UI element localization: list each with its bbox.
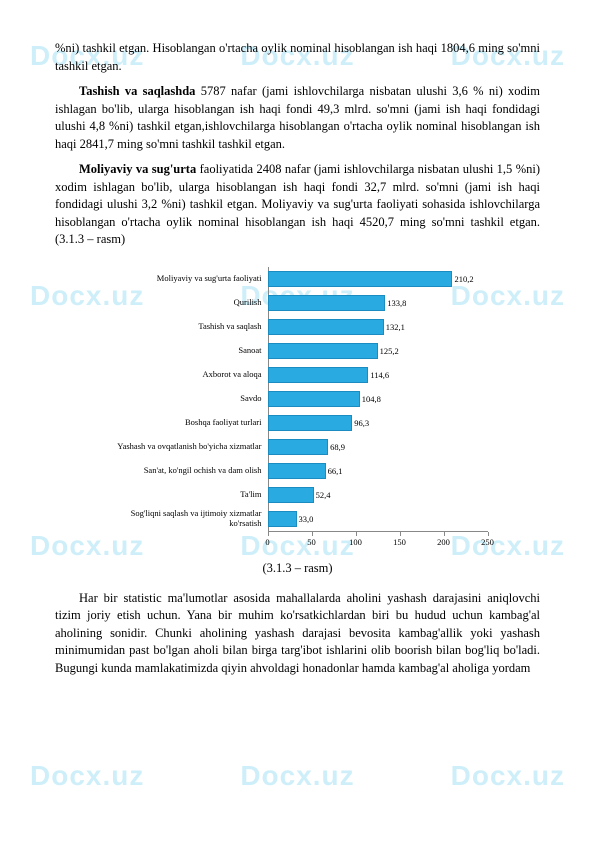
para3-bold: Moliyaviy va sug'urta [79, 162, 196, 176]
chart-category-label: Savdo [108, 394, 268, 403]
para1-text: %ni) tashkil etgan. Hisoblangan o'rtacha… [55, 41, 540, 73]
chart-value-label: 33,0 [299, 514, 314, 524]
chart-category-label: Boshqa faoliyat turlari [108, 418, 268, 427]
x-tick-label: 0 [265, 537, 269, 547]
paragraph-1: %ni) tashkil etgan. Hisoblangan o'rtacha… [55, 40, 540, 75]
chart-category-label: Tashish va saqlash [108, 322, 268, 331]
x-tick [400, 532, 401, 536]
x-tick-label: 150 [393, 537, 406, 547]
x-tick [312, 532, 313, 536]
chart-bar: 210,2 [268, 271, 453, 287]
chart-bar: 125,2 [268, 343, 378, 359]
chart-value-label: 125,2 [380, 346, 399, 356]
chart-bars: Moliyaviy va sug'urta faoliyati210,2Quri… [108, 267, 488, 531]
watermark: Docx.uz [240, 760, 354, 792]
chart-caption: (3.1.3 – rasm) [55, 561, 540, 576]
chart-row: Axborot va aloqa114,6 [108, 363, 488, 387]
x-tick-label: 250 [481, 537, 494, 547]
chart-bar-area: 114,6 [268, 363, 488, 387]
chart-value-label: 66,1 [328, 466, 343, 476]
chart-value-label: 104,8 [362, 394, 381, 404]
chart-row: Boshqa faoliyat turlari96,3 [108, 411, 488, 435]
chart-category-label: Sog'liqni saqlash va ijtimoiy xizmatlar … [108, 509, 268, 528]
chart-bar-area: 68,9 [268, 435, 488, 459]
paragraph-4: Har bir statistic ma'lumotlar asosida ma… [55, 590, 540, 678]
x-tick [356, 532, 357, 536]
chart-row: Tashish va saqlash132,1 [108, 315, 488, 339]
chart-category-label: Ta'lim [108, 490, 268, 499]
x-tick [268, 532, 269, 536]
chart-bar: 133,8 [268, 295, 386, 311]
chart-bar-area: 133,8 [268, 291, 488, 315]
chart-row: Savdo104,8 [108, 387, 488, 411]
watermark-row-4: Docx.uz Docx.uz Docx.uz [0, 760, 595, 792]
x-tick-label: 200 [437, 537, 450, 547]
x-tick [488, 532, 489, 536]
chart-category-label: San'at, ko'ngil ochish va dam olish [108, 466, 268, 475]
chart-bar: 52,4 [268, 487, 314, 503]
x-axis: 050100150200250 [268, 531, 488, 551]
chart-x-axis: 050100150200250 [108, 531, 488, 551]
chart-category-label: Sanoat [108, 346, 268, 355]
paragraph-2: Tashish va saqlashda 5787 nafar (jami is… [55, 83, 540, 153]
chart-bar-area: 52,4 [268, 483, 488, 507]
chart-container: Moliyaviy va sug'urta faoliyati210,2Quri… [55, 267, 540, 551]
chart-bar: 96,3 [268, 415, 353, 431]
chart-row: Sog'liqni saqlash va ijtimoiy xizmatlar … [108, 507, 488, 531]
watermark: Docx.uz [451, 760, 565, 792]
page-content: %ni) tashkil etgan. Hisoblangan o'rtacha… [0, 0, 595, 715]
chart-bar-area: 125,2 [268, 339, 488, 363]
paragraph-3: Moliyaviy va sug'urta faoliyatida 2408 n… [55, 161, 540, 249]
watermark: Docx.uz [30, 760, 144, 792]
chart-row: Ta'lim52,4 [108, 483, 488, 507]
chart-value-label: 52,4 [316, 490, 331, 500]
chart-bar: 68,9 [268, 439, 329, 455]
chart-row: Moliyaviy va sug'urta faoliyati210,2 [108, 267, 488, 291]
chart-bar: 33,0 [268, 511, 297, 527]
chart-value-label: 210,2 [454, 274, 473, 284]
chart-category-label: Moliyaviy va sug'urta faoliyati [108, 274, 268, 283]
chart-value-label: 132,1 [386, 322, 405, 332]
x-tick [444, 532, 445, 536]
chart-category-label: Yashash va ovqatlanish bo'yicha xizmatla… [108, 442, 268, 451]
chart-bar: 104,8 [268, 391, 360, 407]
chart-value-label: 68,9 [330, 442, 345, 452]
chart-bar-area: 104,8 [268, 387, 488, 411]
chart-row: Yashash va ovqatlanish bo'yicha xizmatla… [108, 435, 488, 459]
chart-bar-area: 132,1 [268, 315, 488, 339]
chart-category-label: Qurilish [108, 298, 268, 307]
chart-category-label: Axborot va aloqa [108, 370, 268, 379]
chart-bar: 114,6 [268, 367, 369, 383]
chart-bar: 132,1 [268, 319, 384, 335]
chart-value-label: 96,3 [354, 418, 369, 428]
chart-row: San'at, ko'ngil ochish va dam olish66,1 [108, 459, 488, 483]
chart-bar: 66,1 [268, 463, 326, 479]
chart-value-label: 133,8 [387, 298, 406, 308]
axis-spacer [108, 531, 268, 551]
x-tick-label: 100 [349, 537, 362, 547]
chart-row: Qurilish133,8 [108, 291, 488, 315]
para2-bold: Tashish va saqlashda [79, 84, 195, 98]
chart-bar-area: 96,3 [268, 411, 488, 435]
chart-value-label: 114,6 [370, 370, 389, 380]
x-tick-label: 50 [307, 537, 316, 547]
para4-text: Har bir statistic ma'lumotlar asosida ma… [55, 591, 540, 675]
chart-bar-area: 66,1 [268, 459, 488, 483]
chart-bar-area: 210,2 [268, 267, 488, 291]
bar-chart: Moliyaviy va sug'urta faoliyati210,2Quri… [108, 267, 488, 551]
chart-row: Sanoat125,2 [108, 339, 488, 363]
chart-bar-area: 33,0 [268, 507, 488, 531]
